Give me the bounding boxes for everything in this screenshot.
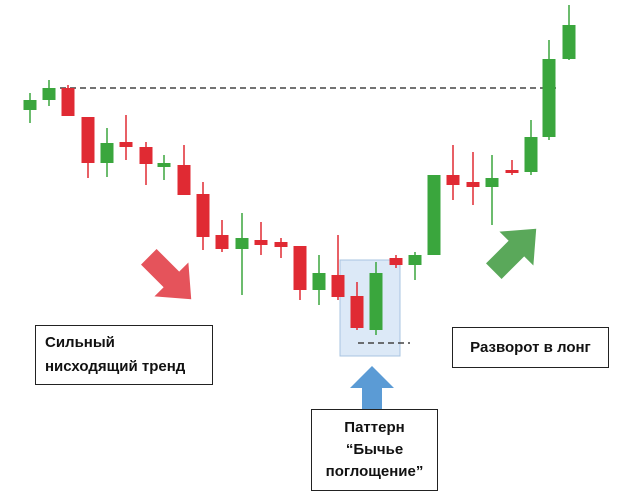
candle-body [312,273,326,290]
candle-body [196,194,210,237]
candle-body [42,88,56,100]
candle-body [485,178,499,187]
pattern-label: Паттерн “Бычье поглощение” [311,409,438,491]
trend-label: Сильный нисходящий тренд [35,325,213,385]
candle-body [23,100,37,110]
candle-body [119,142,133,147]
candle-body [369,273,383,330]
candle-body [505,170,519,173]
label-line: “Бычье [345,441,404,458]
candle-body [524,137,538,172]
candle-body [235,238,249,249]
candle-body [331,275,345,297]
candle-body [177,165,191,195]
candle-body [81,117,95,163]
candle-body [562,25,576,59]
down-arrow [141,249,192,300]
reversal-label: Разворот в лонг [452,327,609,368]
up-arrow [486,228,537,279]
candle-body [427,175,441,255]
candle-body [408,255,422,265]
candle-body [139,147,153,164]
pattern-arrow [350,366,394,410]
label-line: Паттерн [344,419,405,436]
candle-body [157,163,171,167]
candle-body [446,175,460,185]
candle-body [254,240,268,245]
candle-body [215,235,229,249]
label-line: Разворот в лонг [470,338,591,356]
candle-body [274,242,288,247]
candle-body [466,182,480,187]
label-line: Сильный [45,334,115,351]
candle-body [389,258,403,265]
label-line: поглощение” [325,463,424,480]
candle-body [542,59,556,137]
label-line: нисходящий тренд [45,358,186,375]
candle-body [350,296,364,328]
candle-body [61,88,75,116]
candle-body [100,143,114,163]
candle-body [293,246,307,290]
